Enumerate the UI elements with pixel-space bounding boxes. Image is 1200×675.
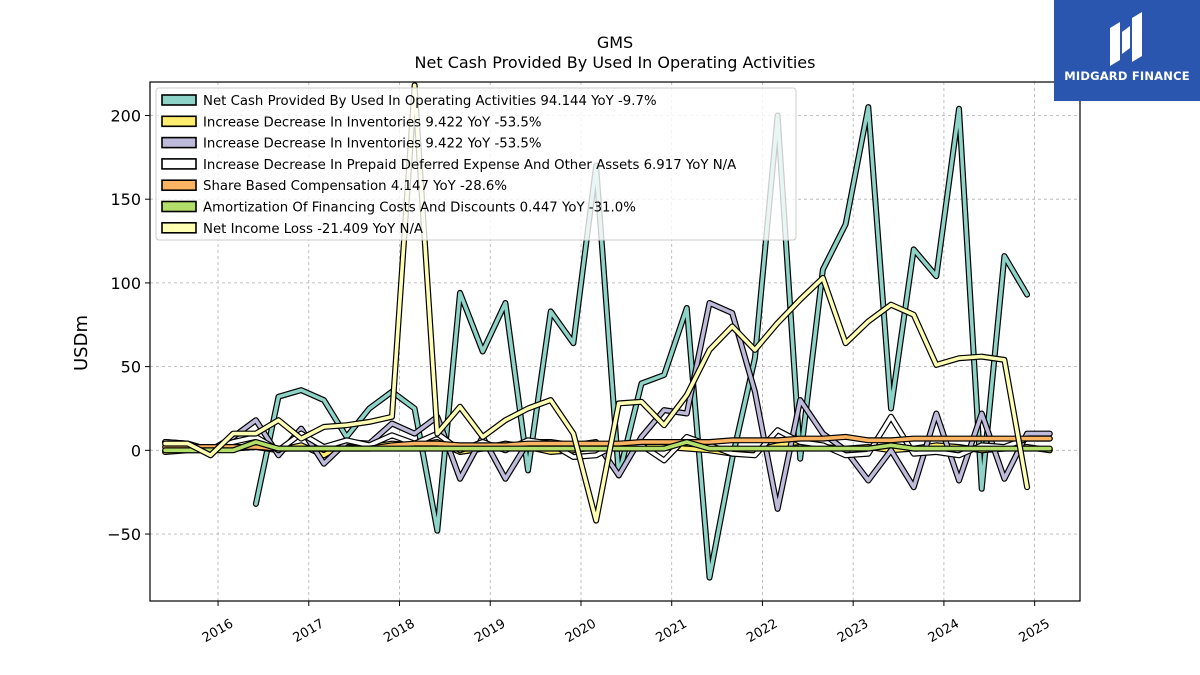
x-tick-label: 2016 xyxy=(200,616,236,646)
legend-label: Increase Decrease In Inventories 9.422 Y… xyxy=(203,115,542,130)
legend-swatch xyxy=(161,158,197,170)
legend-label: Amortization Of Financing Costs And Disc… xyxy=(203,201,636,216)
y-tick-label: 0 xyxy=(131,441,141,460)
chart-subtitle: Net Cash Provided By Used In Operating A… xyxy=(415,53,816,72)
y-axis-label: USDm xyxy=(71,315,92,371)
legend-label: Increase Decrease In Prepaid Deferred Ex… xyxy=(203,158,736,173)
legend-swatch xyxy=(161,136,197,149)
chart-title: GMS xyxy=(597,33,633,52)
legend-swatch xyxy=(161,222,197,234)
x-tick-label: 2018 xyxy=(381,616,417,646)
y-tick-label: 150 xyxy=(110,190,141,209)
x-tick-label: 2025 xyxy=(1016,616,1052,646)
x-tick-label: 2024 xyxy=(926,616,962,646)
plot-frame xyxy=(149,81,1081,602)
y-tick-label: 100 xyxy=(110,274,141,293)
series-line xyxy=(252,104,1031,581)
x-tick-label: 2017 xyxy=(291,616,327,646)
legend-label: Share Based Compensation 4.147 YoY -28.6… xyxy=(203,179,507,194)
x-tick-label: 2019 xyxy=(472,616,508,646)
brand-logo: MIDGARD FINANCE xyxy=(1054,0,1200,101)
legend-swatch xyxy=(161,179,197,191)
legend-label: Net Cash Provided By Used In Operating A… xyxy=(203,94,657,109)
legend-label: Increase Decrease In Inventories 9.422 Y… xyxy=(203,137,542,152)
y-tick-label: 200 xyxy=(110,106,141,125)
series-line-path xyxy=(254,105,1029,580)
x-tick-label: 2021 xyxy=(654,616,690,646)
legend-swatch xyxy=(161,94,197,106)
midgard-logo-icon xyxy=(1110,12,1142,66)
series-line xyxy=(162,82,1031,524)
y-tick-label: 50 xyxy=(121,358,141,377)
series-line-path xyxy=(163,83,1029,523)
x-tick-label: 2022 xyxy=(744,616,780,646)
legend-swatch xyxy=(161,200,197,213)
y-tick-label: −50 xyxy=(107,525,141,544)
brand-name: MIDGARD FINANCE xyxy=(1064,69,1190,83)
legend: Net Cash Provided By Used In Operating A… xyxy=(155,87,797,241)
legend-swatch xyxy=(161,115,197,128)
series-lines xyxy=(162,82,1053,581)
x-tick-label: 2020 xyxy=(563,616,599,646)
legend-label: Net Income Loss -21.409 YoY N/A xyxy=(203,222,423,237)
x-tick-label: 2023 xyxy=(835,616,871,646)
legend-box xyxy=(155,87,797,241)
